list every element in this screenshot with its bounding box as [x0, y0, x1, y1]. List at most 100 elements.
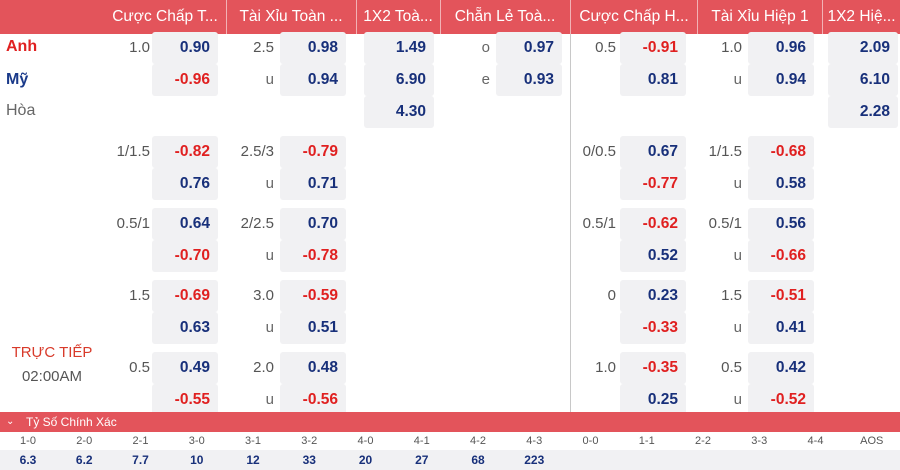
header-1x2-half[interactable]: 1X2 Hiệ...: [827, 8, 896, 25]
odds-over[interactable]: -0.59: [280, 280, 346, 312]
odds-ht-over[interactable]: -0.51: [748, 280, 814, 312]
odds-over[interactable]: 0.70: [280, 208, 346, 240]
odds-over[interactable]: 0.48: [280, 352, 346, 384]
odds-handicap-home[interactable]: 0.49: [152, 352, 218, 384]
header-handicap-half[interactable]: Cược Chấp H...: [579, 8, 689, 25]
correct-score-odds-cell[interactable]: 6.2: [75, 453, 93, 467]
odds-ht-handicap-home[interactable]: -0.91: [620, 32, 686, 64]
handicap-line: 1/1.5: [116, 143, 150, 160]
odds-ht-1x2-draw[interactable]: 2.28: [828, 96, 898, 128]
correct-score-odds-cell[interactable]: 33: [302, 453, 316, 467]
odds-ht-over[interactable]: 0.42: [748, 352, 814, 384]
over-under-line: 2/2.5: [240, 215, 274, 232]
correct-score-label: 1-0: [20, 435, 36, 447]
odds-1x2-draw[interactable]: 4.30: [364, 96, 434, 128]
odds-odd[interactable]: 0.97: [496, 32, 562, 64]
correct-score-odds-cell[interactable]: 6.3: [19, 453, 37, 467]
even-label: e: [481, 71, 490, 88]
odds-ht-handicap-away[interactable]: -0.33: [620, 312, 686, 344]
odds-ht-under[interactable]: 0.94: [748, 64, 814, 96]
over-under-line: 2.5/3: [240, 143, 274, 160]
odds-ht-under[interactable]: 0.41: [748, 312, 814, 344]
correct-score-odds-cell[interactable]: 10: [190, 453, 204, 467]
correct-score-label: 3-3: [751, 435, 768, 447]
ht-under-label: u: [733, 319, 742, 336]
correct-score-label: 3-0: [188, 435, 205, 447]
odds-even[interactable]: 0.93: [496, 64, 562, 96]
odds-ht-handicap-home[interactable]: -0.35: [620, 352, 686, 384]
odds-handicap-away[interactable]: 0.63: [152, 312, 218, 344]
correct-score-odds: 6.3 6.2 7.7 10 12 33 20 27 68 223: [0, 450, 900, 470]
odds-under[interactable]: -0.78: [280, 240, 346, 272]
odds-ht-handicap-away[interactable]: 0.25: [620, 384, 686, 416]
odds-ht-under[interactable]: 0.58: [748, 168, 814, 200]
ht-under-label: u: [733, 175, 742, 192]
under-label: u: [265, 71, 274, 88]
header-divider: [226, 0, 227, 34]
over-under-line: 2.5: [253, 39, 274, 56]
ht-over-under-line: 0.5: [721, 359, 742, 376]
half-divider: [570, 34, 571, 412]
odds-ht-handicap-away[interactable]: 0.81: [620, 64, 686, 96]
correct-score-odds-cell[interactable]: 7.7: [132, 453, 149, 467]
ht-over-under-line: 1.5: [721, 287, 742, 304]
correct-score-header[interactable]: ⌄ Tỷ Số Chính Xác: [0, 412, 900, 432]
under-label: u: [265, 247, 274, 264]
odds-handicap-home[interactable]: -0.69: [152, 280, 218, 312]
correct-score-label: 4-4: [807, 435, 824, 447]
header-over-under-half[interactable]: Tài Xỉu Hiệp 1: [711, 8, 809, 25]
odds-ht-under[interactable]: -0.52: [748, 384, 814, 416]
over-under-line: 2.0: [253, 359, 274, 376]
odds-1x2-away[interactable]: 6.90: [364, 64, 434, 96]
odds-handicap-home[interactable]: 0.64: [152, 208, 218, 240]
header-divider: [697, 0, 698, 34]
odds-handicap-home[interactable]: -0.82: [152, 136, 218, 168]
correct-score-odds-cell[interactable]: 223: [524, 453, 545, 467]
odds-over[interactable]: 0.98: [280, 32, 346, 64]
odds-ht-handicap-home[interactable]: -0.62: [620, 208, 686, 240]
odds-under[interactable]: 0.94: [280, 64, 346, 96]
chevron-down-icon: ⌄: [6, 416, 15, 427]
ht-handicap-line: 0/0.5: [582, 143, 616, 160]
correct-score-label: 3-1: [245, 435, 261, 447]
odds-ht-1x2-home[interactable]: 2.09: [828, 32, 898, 64]
header-over-under-full[interactable]: Tài Xỉu Toàn ...: [239, 8, 343, 25]
correct-score-odds-cell[interactable]: 27: [415, 453, 429, 467]
odds-handicap-away[interactable]: -0.55: [152, 384, 218, 416]
correct-score-odds-cell[interactable]: 12: [246, 453, 260, 467]
odds-ht-handicap-home[interactable]: 0.23: [620, 280, 686, 312]
odds-ht-handicap-away[interactable]: 0.52: [620, 240, 686, 272]
odds-ht-under[interactable]: -0.66: [748, 240, 814, 272]
odds-handicap-away[interactable]: 0.76: [152, 168, 218, 200]
odds-over[interactable]: -0.79: [280, 136, 346, 168]
odds-ht-handicap-home[interactable]: 0.67: [620, 136, 686, 168]
odds-ht-over[interactable]: 0.56: [748, 208, 814, 240]
correct-score-label: 4-0: [357, 435, 374, 447]
team-home: Anh: [6, 38, 38, 55]
odds-1x2-home[interactable]: 1.49: [364, 32, 434, 64]
odds-under[interactable]: 0.51: [280, 312, 346, 344]
odds-handicap-away[interactable]: -0.70: [152, 240, 218, 272]
odds-ht-over[interactable]: -0.68: [748, 136, 814, 168]
odds-ht-over[interactable]: 0.96: [748, 32, 814, 64]
odds-under[interactable]: 0.71: [280, 168, 346, 200]
correct-score-label: 2-1: [132, 435, 149, 447]
correct-score-label: 1-1: [638, 435, 655, 447]
correct-score-odds-cell[interactable]: 20: [358, 453, 373, 467]
team-away: Mỹ: [6, 71, 29, 88]
odds-handicap-away[interactable]: -0.96: [152, 64, 218, 96]
header-odd-even-full[interactable]: Chẵn Lẻ Toà...: [454, 8, 556, 25]
odds-ht-1x2-away[interactable]: 6.10: [828, 64, 898, 96]
odds-under[interactable]: -0.56: [280, 384, 346, 416]
ht-over-under-line: 1/1.5: [708, 143, 742, 160]
correct-score-odds-cell[interactable]: 68: [471, 453, 485, 467]
header-handicap-full[interactable]: Cược Chấp T...: [112, 8, 218, 25]
odds-handicap-home[interactable]: 0.90: [152, 32, 218, 64]
odds-ht-handicap-away[interactable]: -0.77: [620, 168, 686, 200]
header-divider: [822, 0, 823, 34]
handicap-line: 0.5: [129, 359, 150, 376]
ht-under-label: u: [733, 247, 742, 264]
header-1x2-full[interactable]: 1X2 Toà...: [363, 8, 433, 25]
correct-score-label: 2-2: [695, 435, 711, 447]
ht-under-label: u: [733, 391, 742, 408]
